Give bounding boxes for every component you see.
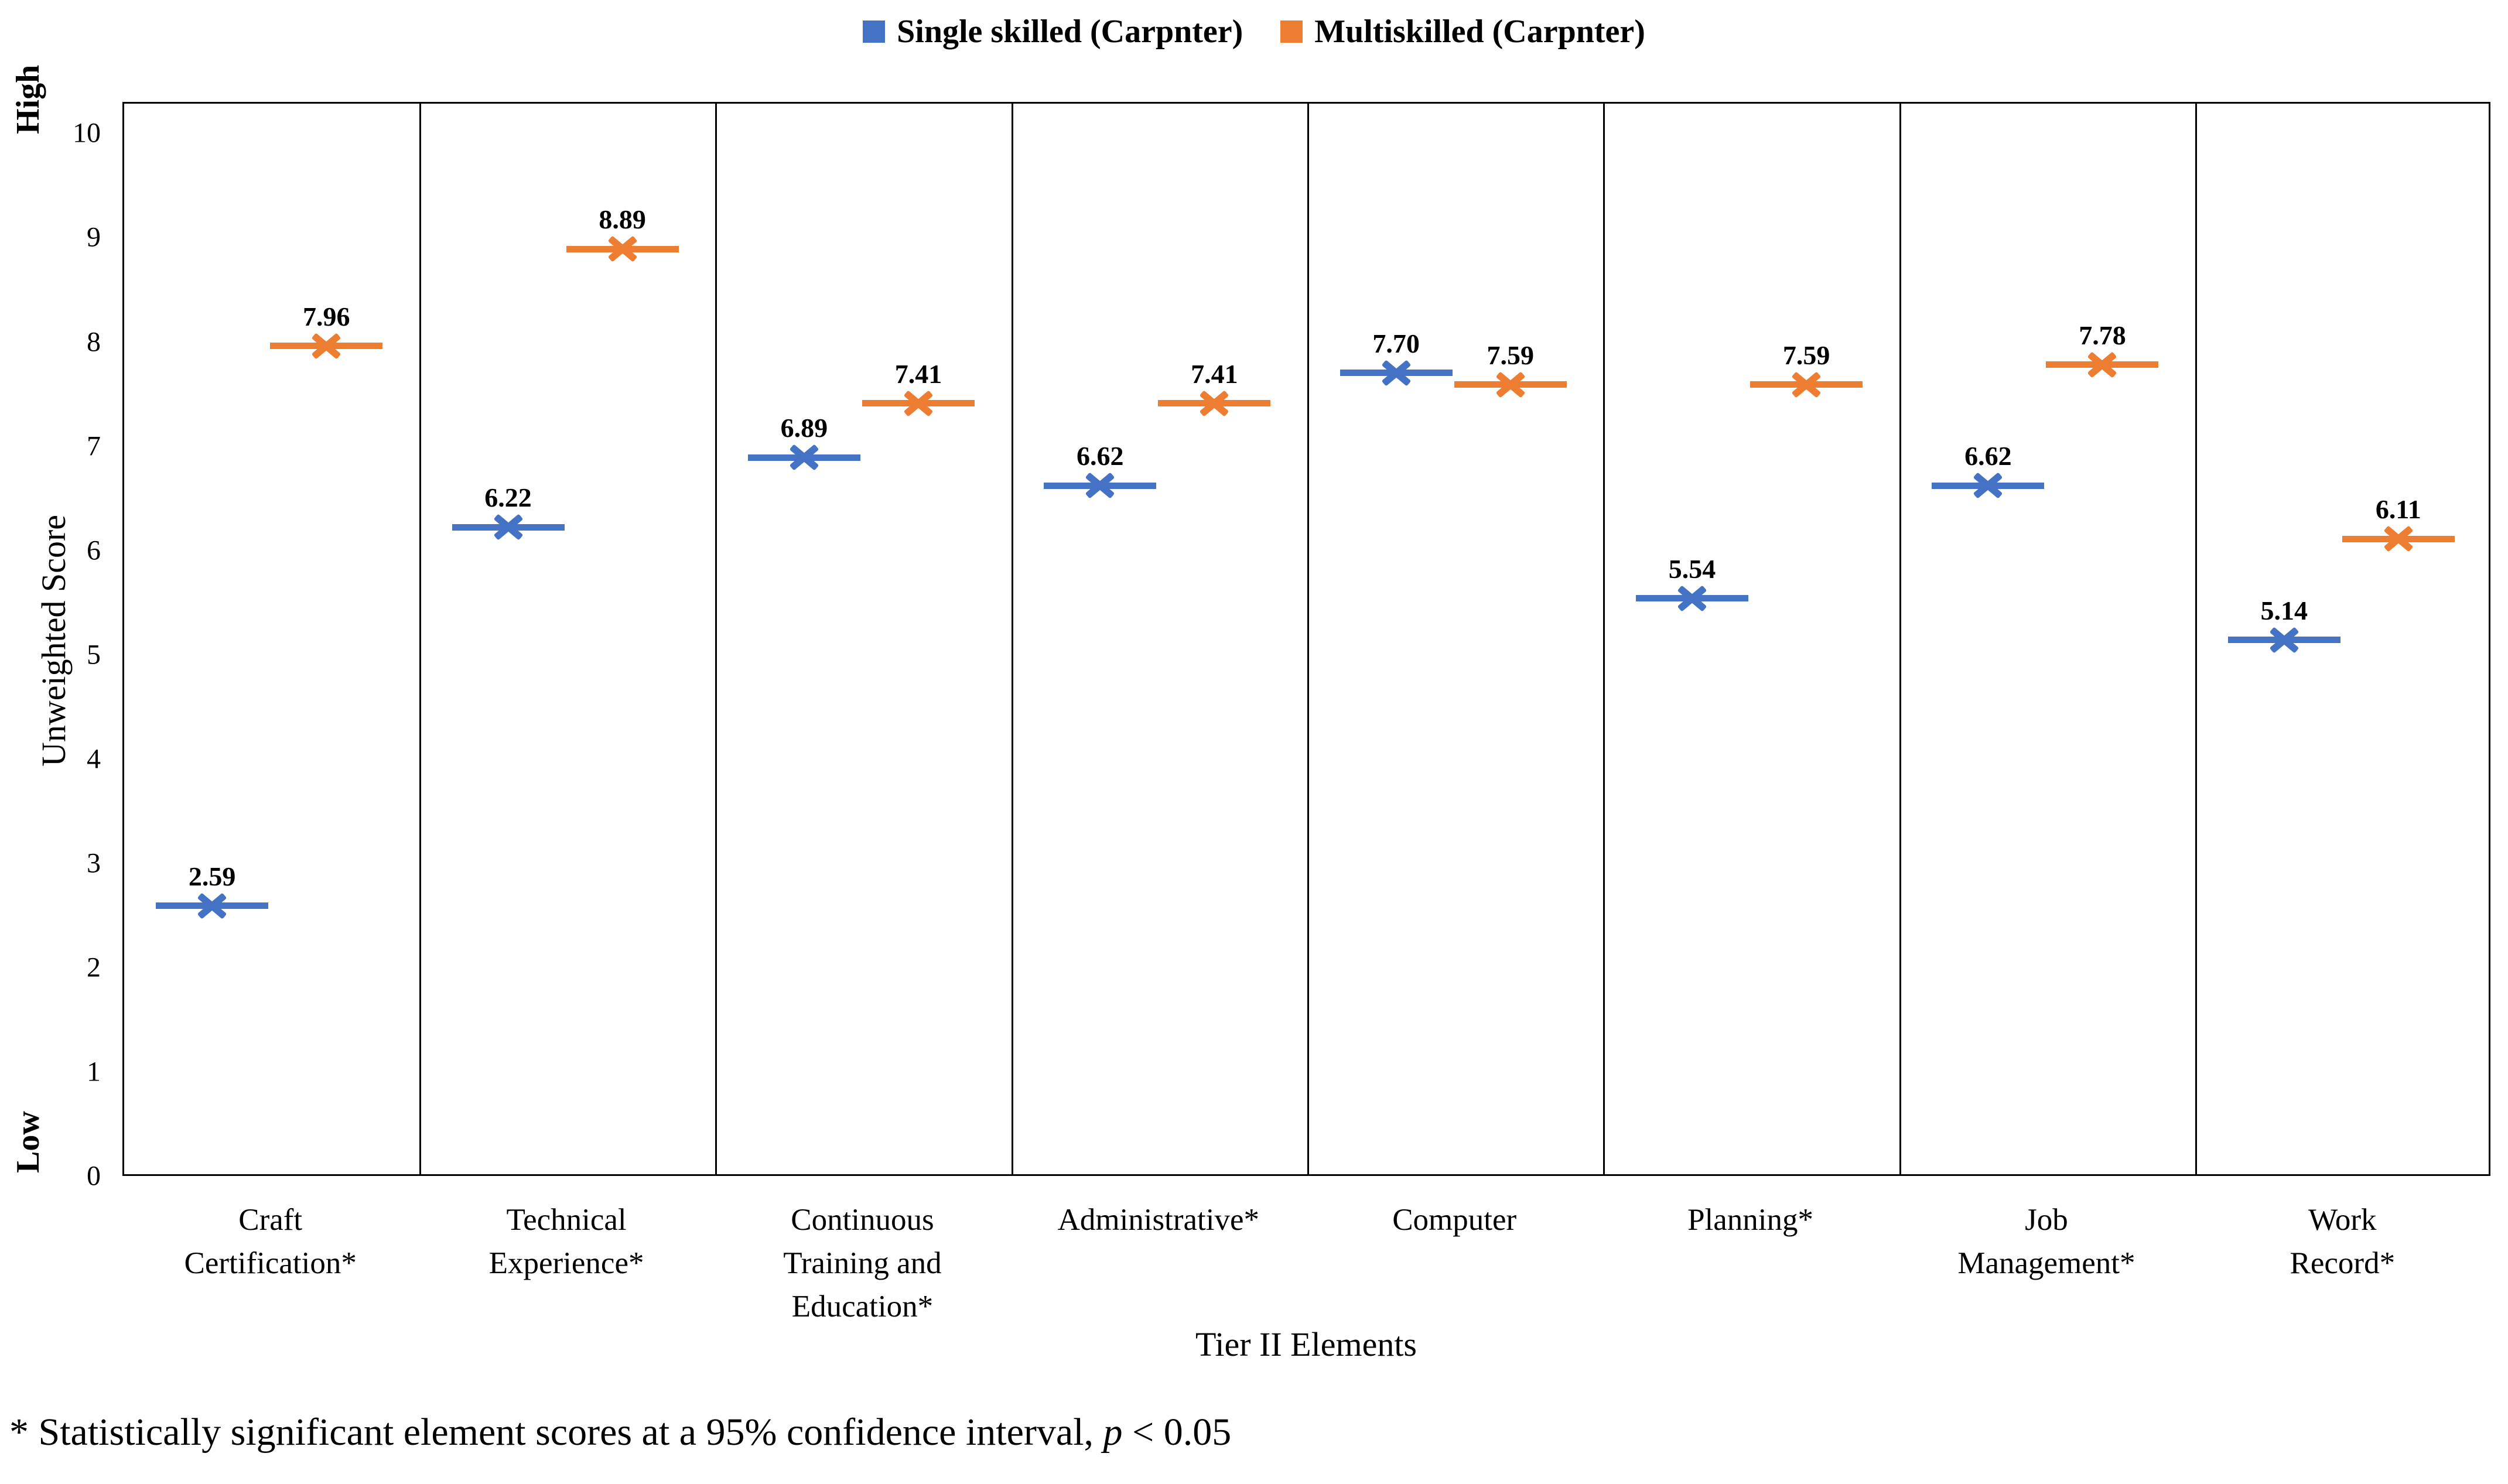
category-label-1: Technical Experience* bbox=[426, 1198, 707, 1285]
x-marker-icon bbox=[1494, 368, 1527, 401]
x-marker-icon bbox=[492, 511, 525, 543]
footnote-text-before: * Statistically significant element scor… bbox=[9, 1411, 1103, 1454]
category-label-line: Planning* bbox=[1687, 1203, 1814, 1237]
category-label-4: Computer bbox=[1314, 1198, 1595, 1242]
category-label-line: Training and bbox=[783, 1246, 942, 1280]
x-marker-icon bbox=[2382, 522, 2415, 555]
y-tick-label-8: 8 bbox=[87, 326, 101, 358]
data-label-0-cat-3: 6.62 bbox=[1077, 441, 1124, 471]
x-marker-icon bbox=[2268, 624, 2301, 656]
x-marker-icon bbox=[1676, 582, 1709, 615]
x-marker-icon bbox=[310, 330, 343, 363]
y-tick-label-5: 5 bbox=[87, 639, 101, 671]
panel-divider bbox=[419, 104, 421, 1174]
data-label-1-cat-1: 8.89 bbox=[599, 204, 646, 235]
category-label-line: Education* bbox=[791, 1290, 934, 1324]
data-label-0-cat-7: 5.14 bbox=[2260, 595, 2308, 625]
y-tick-label-9: 9 bbox=[87, 221, 101, 253]
category-label-line: Continuous bbox=[791, 1203, 934, 1237]
x-marker-icon bbox=[788, 441, 821, 474]
data-label-1-cat-0: 7.96 bbox=[302, 301, 350, 331]
category-label-line: Computer bbox=[1392, 1203, 1517, 1237]
legend-entry-1: Multiskilled (Carpnter) bbox=[1280, 13, 1645, 50]
y-tick-label-0: 0 bbox=[87, 1160, 101, 1192]
y-tick-label-3: 3 bbox=[87, 847, 101, 879]
y-axis-low-label: Low bbox=[10, 1111, 46, 1173]
x-marker-icon bbox=[902, 387, 935, 420]
category-label-line: Certification* bbox=[184, 1246, 357, 1280]
y-tick-label-4: 4 bbox=[87, 743, 101, 775]
category-label-2: Continuous Training and Education* bbox=[722, 1198, 1003, 1328]
category-label-line: Technical bbox=[506, 1203, 627, 1237]
category-label-line: Craft bbox=[238, 1203, 303, 1237]
category-label-line: Experience* bbox=[488, 1246, 644, 1280]
y-tick-label-7: 7 bbox=[87, 430, 101, 462]
footnote-p-symbol: p bbox=[1103, 1411, 1123, 1454]
x-marker-icon bbox=[1971, 469, 2004, 502]
data-label-1-cat-3: 7.41 bbox=[1191, 358, 1238, 389]
data-label-1-cat-4: 7.59 bbox=[1487, 340, 1534, 370]
panel-divider bbox=[1307, 104, 1309, 1174]
category-label-3: Administrative* bbox=[1018, 1198, 1299, 1242]
panel-divider bbox=[1011, 104, 1013, 1174]
legend-label: Single skilled (Carpnter) bbox=[897, 13, 1243, 50]
category-label-line: Administrative* bbox=[1057, 1203, 1260, 1237]
x-marker-icon bbox=[606, 232, 639, 265]
data-label-0-cat-5: 5.54 bbox=[1668, 553, 1716, 584]
category-label-6: Job Management* bbox=[1906, 1198, 2187, 1285]
data-label-0-cat-0: 2.59 bbox=[188, 861, 236, 891]
x-axis-title: Tier II Elements bbox=[1195, 1325, 1417, 1363]
x-marker-icon bbox=[1084, 469, 1116, 502]
legend: Single skilled (Carpnter) Multiskilled (C… bbox=[0, 13, 2508, 50]
category-label-line: Work bbox=[2308, 1203, 2377, 1237]
data-label-1-cat-5: 7.59 bbox=[1782, 340, 1830, 370]
x-marker-icon bbox=[1790, 368, 1823, 401]
panel-divider bbox=[715, 104, 717, 1174]
data-label-0-cat-4: 7.70 bbox=[1372, 328, 1420, 358]
data-label-1-cat-2: 7.41 bbox=[894, 358, 942, 389]
category-label-line: Job bbox=[2025, 1203, 2068, 1237]
x-marker-icon bbox=[1380, 357, 1413, 389]
data-label-0-cat-2: 6.89 bbox=[780, 413, 828, 443]
x-marker-icon bbox=[2086, 348, 2119, 381]
legend-swatch-icon bbox=[1280, 20, 1303, 43]
data-label-0-cat-1: 6.22 bbox=[484, 483, 532, 513]
category-label-5: Planning* bbox=[1610, 1198, 1891, 1242]
data-label-0-cat-6: 6.62 bbox=[1964, 441, 2012, 471]
data-label-1-cat-6: 7.78 bbox=[2079, 320, 2126, 350]
category-label-0: Craft Certification* bbox=[130, 1198, 411, 1285]
legend-entry-0: Single skilled (Carpnter) bbox=[863, 13, 1243, 50]
significance-footnote: * Statistically significant element scor… bbox=[9, 1410, 1231, 1455]
data-label-1-cat-7: 6.11 bbox=[2375, 494, 2421, 525]
category-label-line: Record* bbox=[2290, 1246, 2396, 1280]
legend-label: Multiskilled (Carpnter) bbox=[1314, 13, 1645, 50]
panel-divider bbox=[1603, 104, 1605, 1174]
y-axis-high-label: High bbox=[10, 64, 46, 135]
y-tick-label-6: 6 bbox=[87, 535, 101, 566]
legend-swatch-icon bbox=[863, 20, 886, 43]
y-tick-label-2: 2 bbox=[87, 952, 101, 983]
y-tick-label-1: 1 bbox=[87, 1056, 101, 1088]
footnote-text-after: < 0.05 bbox=[1122, 1411, 1232, 1454]
category-label-line: Management* bbox=[1957, 1246, 2135, 1280]
y-axis-title: Unweighted Score bbox=[35, 514, 73, 767]
plot-area bbox=[122, 102, 2490, 1176]
panel-divider bbox=[2195, 104, 2198, 1174]
x-marker-icon bbox=[1198, 387, 1231, 420]
y-tick-label-10: 10 bbox=[73, 117, 101, 149]
x-marker-icon bbox=[196, 890, 228, 922]
category-label-7: Work Record* bbox=[2202, 1198, 2483, 1285]
panel-divider bbox=[1899, 104, 1901, 1174]
